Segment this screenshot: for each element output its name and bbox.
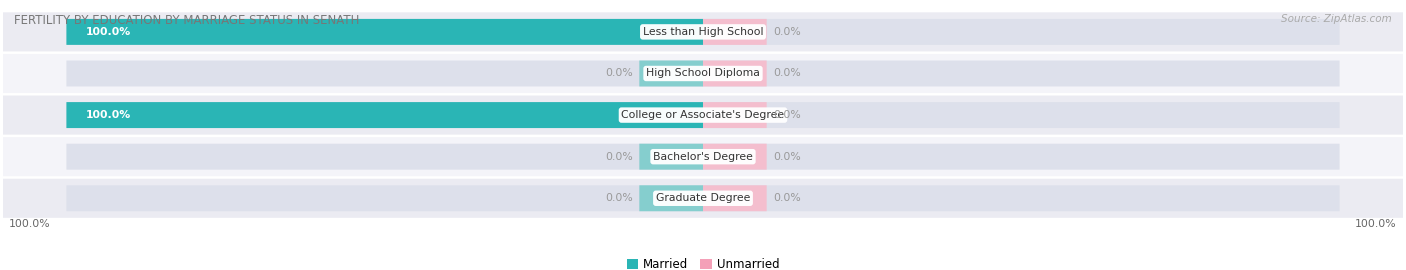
FancyBboxPatch shape bbox=[703, 144, 766, 170]
FancyBboxPatch shape bbox=[66, 144, 703, 170]
Text: 100.0%: 100.0% bbox=[1355, 219, 1396, 229]
FancyBboxPatch shape bbox=[66, 60, 703, 86]
Text: 0.0%: 0.0% bbox=[773, 69, 801, 79]
FancyBboxPatch shape bbox=[703, 185, 1340, 211]
FancyBboxPatch shape bbox=[640, 60, 703, 86]
FancyBboxPatch shape bbox=[3, 96, 1403, 135]
Text: 0.0%: 0.0% bbox=[773, 193, 801, 203]
Text: FERTILITY BY EDUCATION BY MARRIAGE STATUS IN SENATH: FERTILITY BY EDUCATION BY MARRIAGE STATU… bbox=[14, 14, 360, 26]
FancyBboxPatch shape bbox=[66, 102, 703, 128]
FancyBboxPatch shape bbox=[703, 144, 1340, 170]
Text: 100.0%: 100.0% bbox=[86, 27, 131, 37]
FancyBboxPatch shape bbox=[3, 179, 1403, 218]
Text: 100.0%: 100.0% bbox=[10, 219, 51, 229]
Text: 0.0%: 0.0% bbox=[605, 69, 633, 79]
Text: Source: ZipAtlas.com: Source: ZipAtlas.com bbox=[1281, 14, 1392, 23]
FancyBboxPatch shape bbox=[640, 185, 703, 211]
FancyBboxPatch shape bbox=[66, 185, 703, 211]
FancyBboxPatch shape bbox=[703, 60, 1340, 86]
FancyBboxPatch shape bbox=[66, 19, 703, 45]
Text: Graduate Degree: Graduate Degree bbox=[655, 193, 751, 203]
FancyBboxPatch shape bbox=[640, 144, 703, 170]
FancyBboxPatch shape bbox=[703, 102, 1340, 128]
Text: 0.0%: 0.0% bbox=[773, 110, 801, 120]
Text: 0.0%: 0.0% bbox=[605, 152, 633, 162]
Text: Bachelor's Degree: Bachelor's Degree bbox=[652, 152, 754, 162]
FancyBboxPatch shape bbox=[703, 60, 766, 86]
Text: 0.0%: 0.0% bbox=[773, 27, 801, 37]
Text: Less than High School: Less than High School bbox=[643, 27, 763, 37]
FancyBboxPatch shape bbox=[3, 12, 1403, 52]
FancyBboxPatch shape bbox=[66, 102, 703, 128]
FancyBboxPatch shape bbox=[703, 185, 766, 211]
FancyBboxPatch shape bbox=[703, 102, 766, 128]
Legend: Married, Unmarried: Married, Unmarried bbox=[627, 258, 779, 270]
FancyBboxPatch shape bbox=[703, 19, 1340, 45]
FancyBboxPatch shape bbox=[3, 137, 1403, 176]
FancyBboxPatch shape bbox=[66, 19, 703, 45]
Text: College or Associate's Degree: College or Associate's Degree bbox=[621, 110, 785, 120]
Text: 0.0%: 0.0% bbox=[605, 193, 633, 203]
Text: 100.0%: 100.0% bbox=[86, 110, 131, 120]
Text: 0.0%: 0.0% bbox=[773, 152, 801, 162]
FancyBboxPatch shape bbox=[3, 54, 1403, 93]
Text: High School Diploma: High School Diploma bbox=[647, 69, 759, 79]
FancyBboxPatch shape bbox=[703, 19, 766, 45]
